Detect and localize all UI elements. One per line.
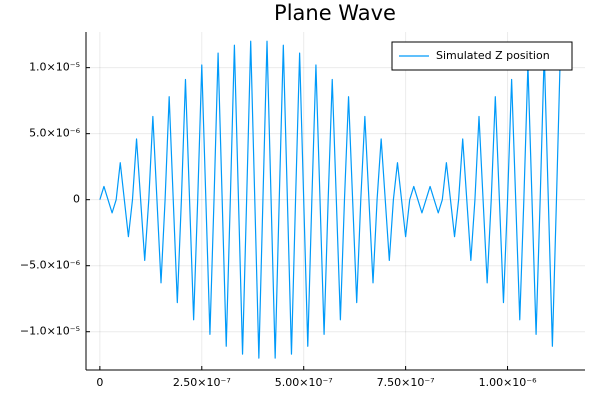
x-tick-label: 5.00×10⁻⁷: [275, 376, 333, 389]
y-tick-label: 5.0×10⁻⁶: [29, 127, 81, 140]
y-tick-label: −1.0×10⁻⁵: [20, 325, 80, 338]
y-tick-label: 0: [73, 193, 80, 206]
chart-title: Plane Wave: [274, 1, 396, 25]
x-tick-label: 1.00×10⁻⁶: [479, 376, 538, 389]
x-tick-label: 0: [96, 376, 103, 389]
data-line: [99, 40, 562, 359]
x-tick-label: 2.50×10⁻⁷: [173, 376, 231, 389]
x-tick-label: 7.50×10⁻⁷: [377, 376, 435, 389]
legend-label: Simulated Z position: [436, 49, 550, 62]
y-tick-label: 1.0×10⁻⁵: [29, 61, 80, 74]
y-tick-label: −5.0×10⁻⁶: [20, 259, 81, 272]
